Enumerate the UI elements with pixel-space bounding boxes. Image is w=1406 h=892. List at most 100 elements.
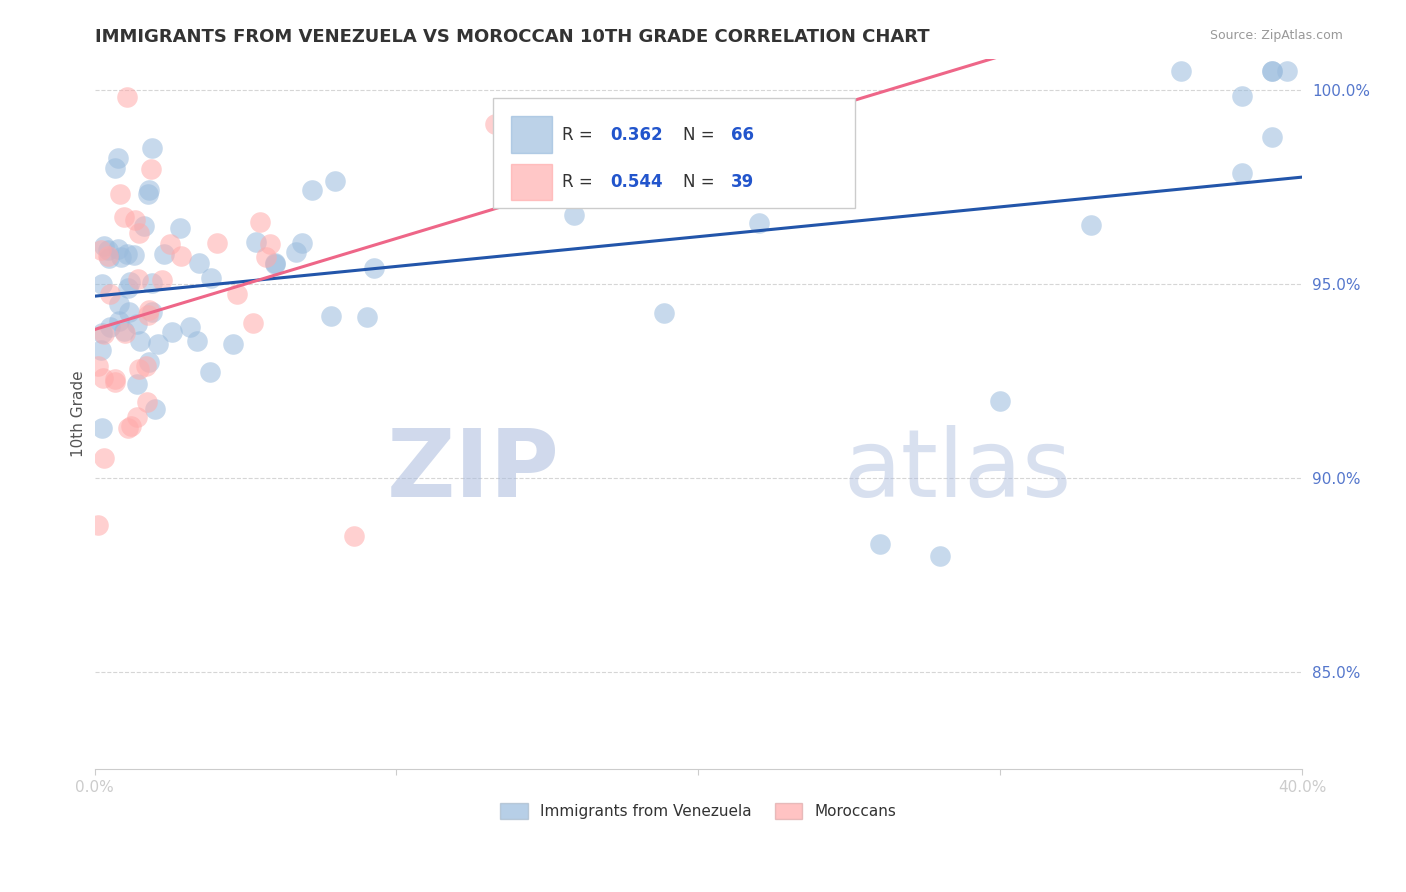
Text: 0.544: 0.544 (610, 173, 662, 191)
Point (139, 162, 162, 177)
Point (90, 277, 112, 292)
Point (160, 326, 183, 340)
FancyBboxPatch shape (512, 116, 553, 153)
Point (988, 393, 1011, 408)
Point (118, 305, 141, 319)
Point (198, 365, 221, 379)
Point (127, 272, 149, 286)
Point (148, 336, 170, 351)
Point (928, 549, 950, 563)
Point (291, 236, 314, 251)
Point (90, 343, 112, 357)
Point (259, 237, 281, 252)
Text: 0.362: 0.362 (610, 126, 662, 144)
Text: 39: 39 (731, 173, 754, 191)
Point (869, 537, 891, 551)
Point (808, 131, 831, 145)
Point (143, 401, 166, 416)
Point (112, 324, 135, 338)
Point (97, 249, 120, 263)
Point (136, 186, 159, 201)
Point (117, 281, 139, 295)
Point (323, 174, 346, 188)
Point (1080, 218, 1102, 232)
Point (136, 395, 159, 409)
Point (1230, 88, 1253, 103)
Point (93, 239, 115, 253)
Point (97, 243, 120, 257)
Point (748, 216, 770, 230)
Point (135, 359, 157, 373)
Text: R =: R = (562, 173, 598, 191)
Point (138, 184, 160, 198)
Point (319, 309, 342, 323)
Point (363, 260, 385, 275)
Y-axis label: 10th Grade: 10th Grade (72, 371, 86, 458)
Point (93, 326, 115, 341)
Point (245, 235, 267, 249)
Point (128, 362, 150, 376)
Point (1261, 63, 1284, 78)
Point (285, 245, 308, 260)
Point (1261, 129, 1284, 144)
Point (226, 287, 249, 301)
Point (136, 308, 159, 322)
Point (562, 208, 585, 222)
Point (127, 409, 149, 424)
Point (141, 276, 163, 290)
Point (128, 227, 150, 241)
Point (188, 256, 211, 270)
Point (104, 375, 127, 389)
Point (170, 249, 193, 263)
Point (100, 287, 122, 301)
Point (242, 316, 264, 330)
Point (104, 371, 127, 385)
Text: ZIP: ZIP (387, 425, 560, 517)
Point (120, 418, 142, 433)
FancyBboxPatch shape (512, 163, 553, 201)
Point (87, 359, 110, 374)
Point (107, 297, 129, 311)
Point (91, 421, 114, 435)
Point (86, 517, 108, 532)
Legend: Immigrants from Venezuela, Moroccans: Immigrants from Venezuela, Moroccans (495, 797, 903, 826)
Point (108, 187, 131, 202)
Point (150, 273, 173, 287)
Point (1261, 63, 1284, 78)
Point (200, 270, 222, 285)
Point (114, 326, 136, 340)
Point (205, 236, 228, 251)
Point (484, 117, 506, 131)
Point (254, 250, 277, 264)
Point (186, 334, 208, 349)
Point (93, 450, 115, 465)
Point (263, 257, 285, 271)
Point (179, 320, 201, 334)
Point (1230, 165, 1253, 179)
Point (652, 306, 675, 320)
Point (120, 276, 142, 290)
Point (115, 247, 138, 261)
Point (134, 219, 156, 234)
Text: N =: N = (683, 173, 720, 191)
Point (124, 213, 146, 227)
Point (129, 334, 152, 349)
Point (153, 247, 176, 261)
Point (98, 319, 121, 334)
Point (107, 151, 129, 165)
Point (125, 376, 148, 391)
Text: N =: N = (683, 126, 720, 144)
Text: atlas: atlas (844, 425, 1071, 517)
Point (169, 221, 191, 235)
Point (90, 244, 112, 258)
Point (249, 215, 271, 229)
Point (108, 314, 131, 328)
Point (1275, 63, 1298, 78)
Point (122, 248, 145, 262)
Point (97, 251, 120, 265)
Text: IMMIGRANTS FROM VENEZUELA VS MOROCCAN 10TH GRADE CORRELATION CHART: IMMIGRANTS FROM VENEZUELA VS MOROCCAN 10… (94, 29, 929, 46)
Point (1170, 63, 1192, 78)
Point (138, 355, 160, 369)
FancyBboxPatch shape (494, 98, 855, 208)
Point (104, 161, 127, 175)
